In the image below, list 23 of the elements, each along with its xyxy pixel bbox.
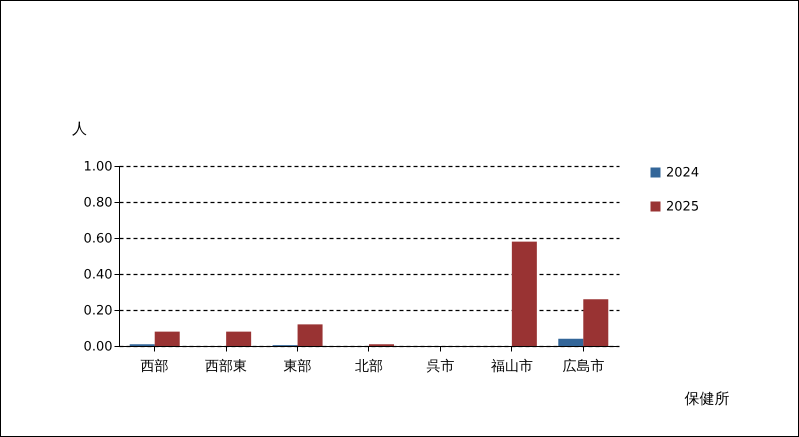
bar: [512, 242, 537, 346]
y-axis-title: 人: [72, 120, 87, 138]
x-tick-label: 東部: [284, 358, 312, 374]
x-tick-label: 福山市: [490, 358, 533, 374]
y-tick-label: 1.00: [84, 160, 112, 174]
bar: [583, 299, 608, 346]
x-tick-label: 西部東: [205, 358, 248, 374]
bar: [226, 332, 252, 346]
bar: [154, 332, 180, 346]
x-tick-label: 西部: [140, 358, 169, 374]
y-tick-label: 0.00: [84, 340, 112, 354]
x-axis-title: 保健所: [684, 390, 730, 408]
y-tick-label: 0.20: [84, 304, 112, 318]
y-tick-label: 0.60: [84, 232, 112, 246]
legend-label: 2025: [666, 200, 700, 214]
x-tick-label: 呉市: [426, 358, 454, 374]
bar: [558, 338, 584, 346]
legend-label: 2024: [666, 166, 700, 180]
y-tick-label: 0.80: [84, 196, 112, 210]
bar: [298, 324, 323, 346]
x-tick-label: 広島市: [562, 358, 604, 374]
y-tick-label: 0.40: [84, 268, 112, 282]
x-tick-label: 北部: [355, 358, 383, 374]
